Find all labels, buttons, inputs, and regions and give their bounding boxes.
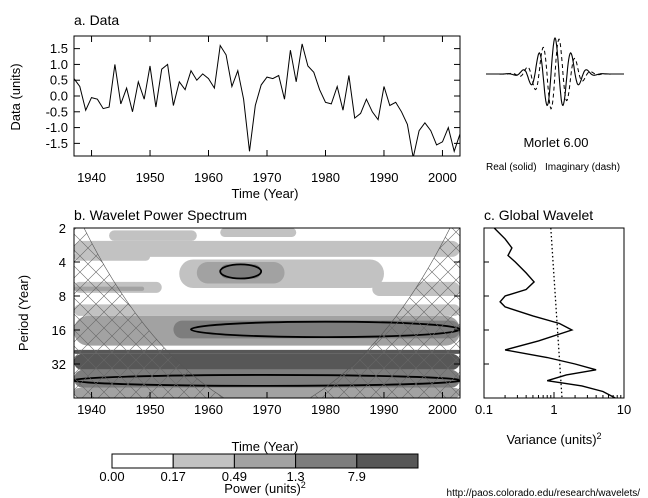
morlet-real-curve [486,37,624,107]
power-contour [74,240,460,257]
data-series-line [74,43,460,156]
ytick-label: 1.5 [50,41,68,56]
colorbar-swatches [111,453,419,469]
panel-a-ylabel: Data (units) [8,63,23,130]
xtick-label: 1940 [77,402,106,417]
morlet-title: Morlet 6.00 [523,135,588,150]
panel-b-title: b. Wavelet Power Spectrum [74,207,247,223]
xtick-label: 1980 [311,170,340,185]
ytick-label: -0.5 [46,104,68,119]
panel-c-frame [483,227,625,399]
xtick-label: 1960 [194,402,223,417]
panel-c-global-wavelet: c. Global Wavelet 0.1 1 10 Variance (units… [475,207,631,447]
xtick-label: 0.1 [475,402,493,417]
colorbar-tick-label: 7.9 [348,469,366,484]
power-contour [220,228,297,237]
panel-c-xlabel: Variance (units)2 [506,431,601,447]
significance-contours [74,263,460,387]
xtick-label: 1940 [77,170,106,185]
significance-contour [74,374,460,387]
ytick-label: 8 [59,289,66,304]
ytick-label: 4 [59,255,66,270]
morlet-panel: Morlet 6.00 Real (solid) Imaginary (dash… [486,37,624,173]
panel-a-frame [73,35,461,157]
panel-b-xticks: 1940 1950 1960 1970 1980 1990 2000 [77,392,457,417]
morlet-imag-caption: Imaginary (dash) [545,162,620,173]
panel-a-title: a. Data [74,12,119,28]
panel-a-xticks: 1940 1950 1960 1970 1980 1990 2000 [77,36,457,185]
xtick-label: 10 [617,402,631,417]
ytick-label: 32 [52,357,66,372]
xtick-label: 2000 [428,402,457,417]
significance-contour [190,320,460,339]
xtick-label: 1990 [370,402,399,417]
panel-c-title: c. Global Wavelet [484,207,593,223]
colorbar-tick-label: 0.49 [222,469,247,484]
colorbar-swatch [172,453,235,469]
panel-a-data: a. Data Data (units) Time (Year) 1.51.00… [8,12,461,201]
panel-b-yticks: 2 4 8 16 32 [52,221,460,372]
xtick-label: 1970 [253,170,282,185]
colorbar-swatch [111,453,174,469]
ytick-label: -1.5 [46,136,68,151]
footer-url: http://paos.colorado.edu/research/wavele… [447,488,641,498]
xtick-label: 1 [550,402,557,417]
xtick-label: 1980 [311,402,340,417]
xtick-label: 2000 [428,170,457,185]
power-contour [220,264,262,279]
panel-b-wavelet-power: b. Wavelet Power Spectrum Period (Year) … [16,207,461,454]
significance-line [550,228,563,398]
colorbar-swatch [356,453,419,469]
global-wavelet-line [493,228,616,398]
morlet-real-caption: Real (solid) [486,162,537,173]
xtick-label: 1950 [136,402,165,417]
power-contour [74,304,460,316]
ytick-label: 0.5 [50,73,68,88]
colorbar: 0.00 0.17 0.49 1.3 7.9 Power (units)2 [99,453,419,496]
significance-contour [219,263,263,280]
colorbar-swatch [233,453,297,469]
colorbar-swatch [295,453,358,469]
power-contour [109,230,197,241]
ytick-label: 2 [59,221,66,236]
ytick-label: 16 [52,323,66,338]
colorbar-ticks: 0.00 0.17 0.49 1.3 7.9 [99,469,365,484]
power-contour [74,349,460,354]
colorbar-tick-label: 0.17 [161,469,186,484]
xtick-label: 1950 [136,170,165,185]
xtick-label: 1970 [253,402,282,417]
xtick-label: 1990 [370,170,399,185]
panel-b-frame [73,227,461,399]
panel-a-yticks: 1.51.00.50.0-0.5-1.0-1.5 [46,41,460,151]
ytick-label: -1.0 [46,120,68,135]
panel-b-xlabel: Time (Year) [232,439,299,454]
colorbar-tick-label: 0.00 [99,469,124,484]
colorbar-label: Power (units)2 [224,480,306,496]
ytick-label: 0.0 [50,89,68,104]
morlet-imag-curve [486,38,624,110]
ytick-label: 1.0 [50,57,68,72]
panel-a-xlabel: Time (Year) [232,186,299,201]
panel-b-ylabel: Period (Year) [16,275,31,351]
colorbar-tick-label: 1.3 [287,469,305,484]
xtick-label: 1960 [194,170,223,185]
